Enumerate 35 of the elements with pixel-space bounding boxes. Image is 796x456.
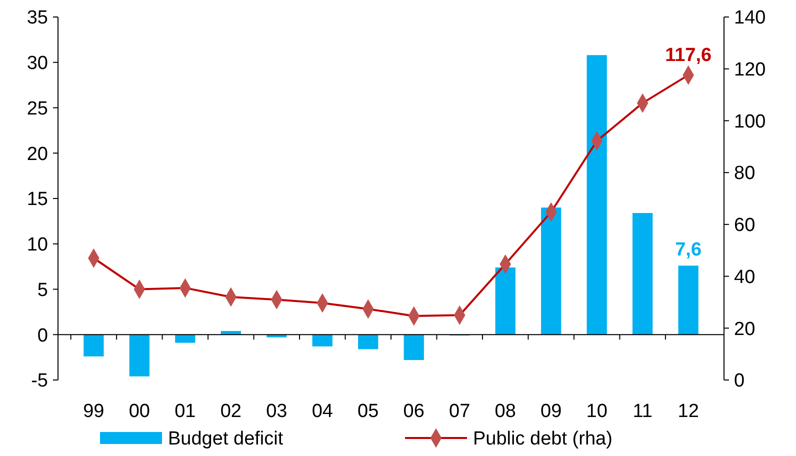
y-tick-label: 10 [26,234,48,256]
x-tick-label: 01 [174,401,196,422]
y-tick-label: -5 [31,370,48,392]
y2-tick-label: 140 [734,8,766,29]
y2-tick-label: 40 [734,266,756,288]
y2-tick-label: 60 [734,215,756,236]
y-tick-label: 15 [26,189,48,210]
x-tick-label: 00 [128,401,150,422]
x-tick-label: 06 [403,401,424,422]
x-tick-label: 03 [266,401,288,422]
x-tick-label: 99 [83,401,104,422]
x-tick-label: 12 [678,401,699,422]
y-tick-label: 25 [26,98,48,120]
x-tick-label: 07 [449,401,470,422]
data-label: 117,6 [665,45,712,66]
x-tick-label: 08 [494,401,516,422]
y-tick-label: 30 [26,53,48,74]
y-tick-label: 35 [26,8,48,29]
y-tick-label: 0 [37,325,48,346]
x-tick-label: 02 [220,401,242,422]
y2-tick-label: 0 [734,370,745,392]
data-label: 7,6 [675,240,702,261]
y-tick-label: 20 [26,144,48,165]
y2-tick-label: 100 [734,111,766,132]
x-tick-label: 10 [586,401,608,422]
x-tick-label: 04 [312,401,334,422]
y2-tick-label: 20 [734,318,756,340]
legend-label: Budget deficit [168,428,284,450]
x-tick-label: 05 [358,401,379,422]
y2-tick-label: 80 [734,163,756,184]
x-tick-label: 11 [632,401,652,422]
y-tick-label: 5 [37,280,48,301]
legend-label: Public debt (rha) [473,428,612,450]
y2-tick-label: 120 [734,60,766,81]
x-tick-label: 09 [540,401,562,422]
